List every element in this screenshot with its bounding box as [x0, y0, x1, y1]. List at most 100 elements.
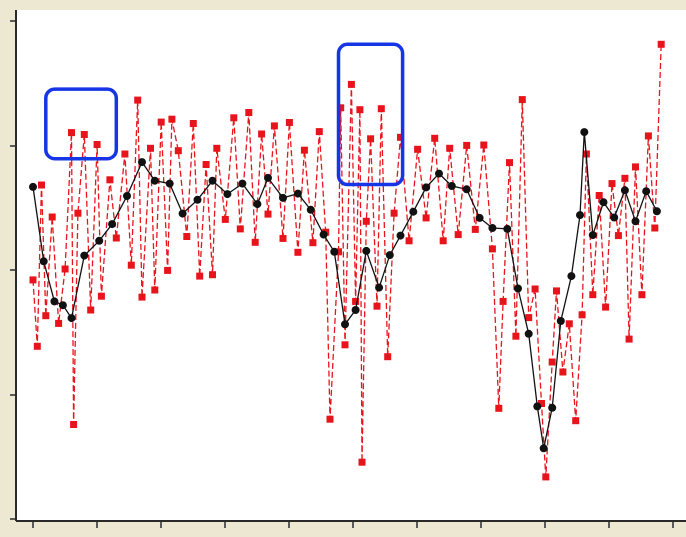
series-red-marker — [258, 130, 266, 138]
series-black-marker — [435, 169, 443, 178]
series-black-marker — [279, 193, 287, 202]
series-red-marker — [657, 40, 665, 48]
series-black-marker — [58, 301, 67, 310]
series-red-marker — [463, 141, 471, 149]
series-red-marker — [264, 210, 272, 218]
series-black-marker — [375, 283, 384, 292]
series-red-marker — [454, 231, 462, 239]
series-red-marker — [326, 415, 334, 423]
series-red-marker — [251, 238, 259, 246]
series-red-marker — [595, 192, 603, 199]
series-black-marker — [642, 187, 651, 196]
series-red-marker — [245, 109, 253, 116]
series-red-marker — [93, 141, 101, 148]
series-red-marker — [390, 209, 398, 217]
series-black-marker — [539, 444, 548, 453]
series-red-marker — [625, 335, 633, 343]
series-black-marker — [488, 224, 497, 232]
series-red-marker — [42, 312, 50, 320]
series-black-marker — [556, 317, 565, 325]
series-red-marker — [341, 341, 349, 349]
series-red-marker — [608, 180, 616, 188]
series-red-marker — [480, 141, 488, 149]
series-black-marker — [351, 306, 360, 314]
series-black-marker — [95, 236, 104, 245]
series-red-marker — [495, 404, 503, 412]
series-red-marker — [33, 342, 41, 350]
series-red-marker — [488, 245, 496, 253]
series-red-marker — [112, 234, 120, 242]
series-black-marker — [524, 329, 533, 338]
highlight-box — [44, 87, 119, 161]
highlight-box-group — [44, 42, 405, 187]
series-black-marker — [599, 198, 608, 207]
series-black-marker — [306, 205, 315, 214]
series-red-marker — [414, 145, 422, 153]
series-red-marker — [209, 271, 216, 279]
series-red-marker — [602, 303, 610, 311]
series-black-marker — [409, 207, 418, 216]
series-red-marker — [347, 80, 355, 88]
series-red-marker — [439, 237, 447, 245]
series-black-marker — [264, 173, 272, 182]
series-red-marker — [431, 134, 439, 142]
x-axis-ticks — [32, 521, 674, 528]
series-black-marker — [503, 224, 512, 233]
series-black-marker — [588, 231, 597, 240]
series-black-marker — [422, 183, 431, 192]
series-red-marker — [578, 311, 586, 319]
series-red-marker — [202, 161, 210, 168]
series-red-marker — [121, 150, 129, 158]
series-red-marker — [405, 237, 413, 245]
series-black-marker — [123, 192, 131, 200]
series-black-marker — [610, 213, 619, 222]
series-red-marker — [74, 209, 82, 217]
series-red-marker — [471, 225, 479, 233]
series-black-marker — [548, 403, 557, 412]
series-red-marker — [70, 421, 78, 428]
series-red-marker — [518, 96, 526, 104]
series-black-marker — [208, 176, 217, 185]
series-black-marker — [178, 209, 187, 218]
series-black-marker — [447, 182, 456, 190]
series-black-marker — [223, 190, 232, 199]
series-black-marker — [580, 128, 589, 137]
highlight-box — [336, 42, 405, 187]
series-black-marker — [576, 211, 584, 220]
series-red-marker — [138, 293, 146, 301]
series-red-marker — [337, 104, 345, 112]
series-red-marker — [300, 146, 308, 154]
series-red-marker — [377, 105, 385, 113]
series-red-marker — [285, 119, 293, 126]
series-red-marker — [506, 159, 513, 167]
series-black-marker — [293, 189, 302, 198]
series-red-marker — [183, 233, 191, 240]
series-black-marker — [39, 257, 48, 266]
series-red-marker — [97, 292, 105, 300]
series-black-marker — [193, 195, 202, 204]
series-black-marker — [29, 182, 37, 191]
series-black-marker — [631, 217, 640, 226]
series-red-marker — [621, 174, 629, 182]
series-red-marker — [446, 144, 454, 152]
series-red-marker — [309, 239, 317, 247]
series-red-marker — [168, 115, 176, 123]
series-red-marker — [335, 248, 342, 256]
series-black-marker — [319, 230, 328, 239]
series-red-marker — [589, 291, 597, 299]
series-black-marker — [67, 314, 76, 323]
series-red-marker — [127, 261, 135, 269]
series-black-marker — [253, 200, 262, 209]
series-red-marker — [279, 234, 287, 242]
series-red-marker — [373, 302, 381, 310]
series-red-marker — [651, 224, 659, 232]
series-red-marker — [542, 473, 550, 481]
series-red-marker — [358, 458, 366, 466]
series-red-marker — [565, 320, 573, 328]
series-red-marker — [362, 217, 370, 225]
series-red-marker — [294, 248, 302, 256]
series-black-marker — [533, 402, 542, 411]
series-red-marker — [538, 400, 545, 407]
